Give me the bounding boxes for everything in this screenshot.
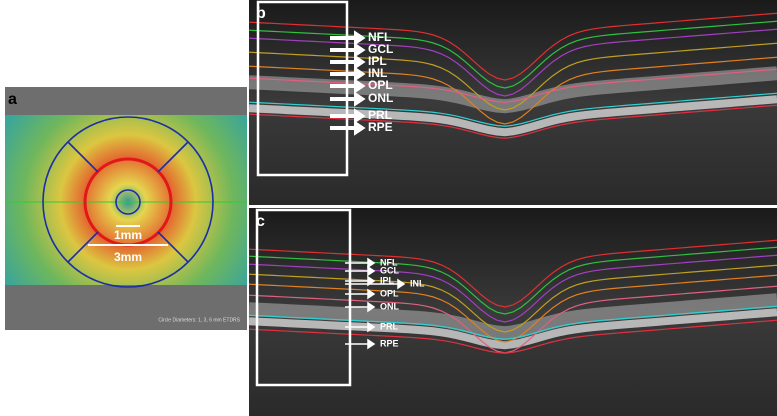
layer-line	[248, 42, 777, 111]
outer-ring	[42, 116, 214, 288]
arrow	[330, 66, 366, 82]
arrow	[345, 301, 376, 313]
layer-line	[248, 305, 777, 340]
layer-label: NFL	[380, 257, 398, 267]
zoom-box	[255, 208, 352, 387]
arrow	[330, 30, 366, 46]
arrow	[330, 78, 366, 94]
layer-line	[248, 246, 777, 315]
arrow	[345, 278, 406, 290]
layer-label: OPL	[368, 78, 393, 92]
ring-arrows	[88, 225, 168, 246]
arrow	[345, 338, 376, 350]
footer: Circle Diameters: 1, 3, 6 mm ETDRS	[158, 317, 240, 323]
layer-label: RPE	[368, 120, 393, 134]
arrow	[330, 42, 366, 58]
sector-lines	[67, 141, 189, 263]
retina-band	[248, 293, 777, 341]
arrow	[345, 257, 376, 269]
layer-line	[248, 319, 777, 354]
arrow	[345, 321, 376, 333]
layer-label: NFL	[368, 30, 391, 44]
rpe-band	[248, 308, 777, 350]
ring-label: 3mm	[114, 250, 142, 264]
layer-label: OPL	[380, 288, 399, 298]
panel-a: 1mm 3mm Circle Diameters: 1, 3, 6 mm ETD…	[5, 87, 247, 330]
layer-label: PRL	[380, 321, 399, 331]
panel-label: a	[8, 91, 17, 108]
layer-label: GCL	[368, 42, 393, 56]
layer-line	[248, 285, 777, 354]
panel-label: c	[256, 213, 265, 230]
panel-label: b	[256, 5, 266, 22]
arrow	[345, 265, 376, 277]
layer-label: RPE	[380, 338, 399, 348]
layer-label: GCL	[380, 265, 400, 275]
layer-label: INL	[410, 278, 425, 288]
layer-line	[248, 254, 777, 323]
arrow	[330, 91, 366, 107]
zoom-box	[256, 0, 349, 177]
center-ring	[115, 189, 141, 215]
layer-line	[248, 68, 777, 103]
layer-line	[248, 264, 777, 333]
arrow	[345, 275, 376, 287]
arrow	[330, 108, 366, 124]
thickness-map	[5, 115, 247, 285]
layer-label: ONL	[380, 301, 400, 311]
layer-line	[248, 274, 777, 343]
layer-line	[248, 12, 777, 81]
layer-line	[248, 28, 777, 97]
arrow	[330, 54, 366, 70]
layer-line	[248, 56, 777, 125]
layer-line	[248, 20, 777, 89]
layer-line	[248, 92, 777, 127]
arrow	[330, 120, 366, 136]
arrow	[345, 288, 376, 300]
layer-label: PRL	[368, 108, 392, 122]
layer-label: IPL	[368, 54, 387, 68]
layer-line	[248, 104, 777, 139]
rpe-band	[248, 95, 777, 137]
ring-label: 1mm	[114, 228, 142, 242]
layer-line	[248, 239, 777, 308]
layer-label: INL	[368, 66, 387, 80]
layer-label: IPL	[380, 275, 395, 285]
layer-label: ONL	[368, 91, 393, 105]
